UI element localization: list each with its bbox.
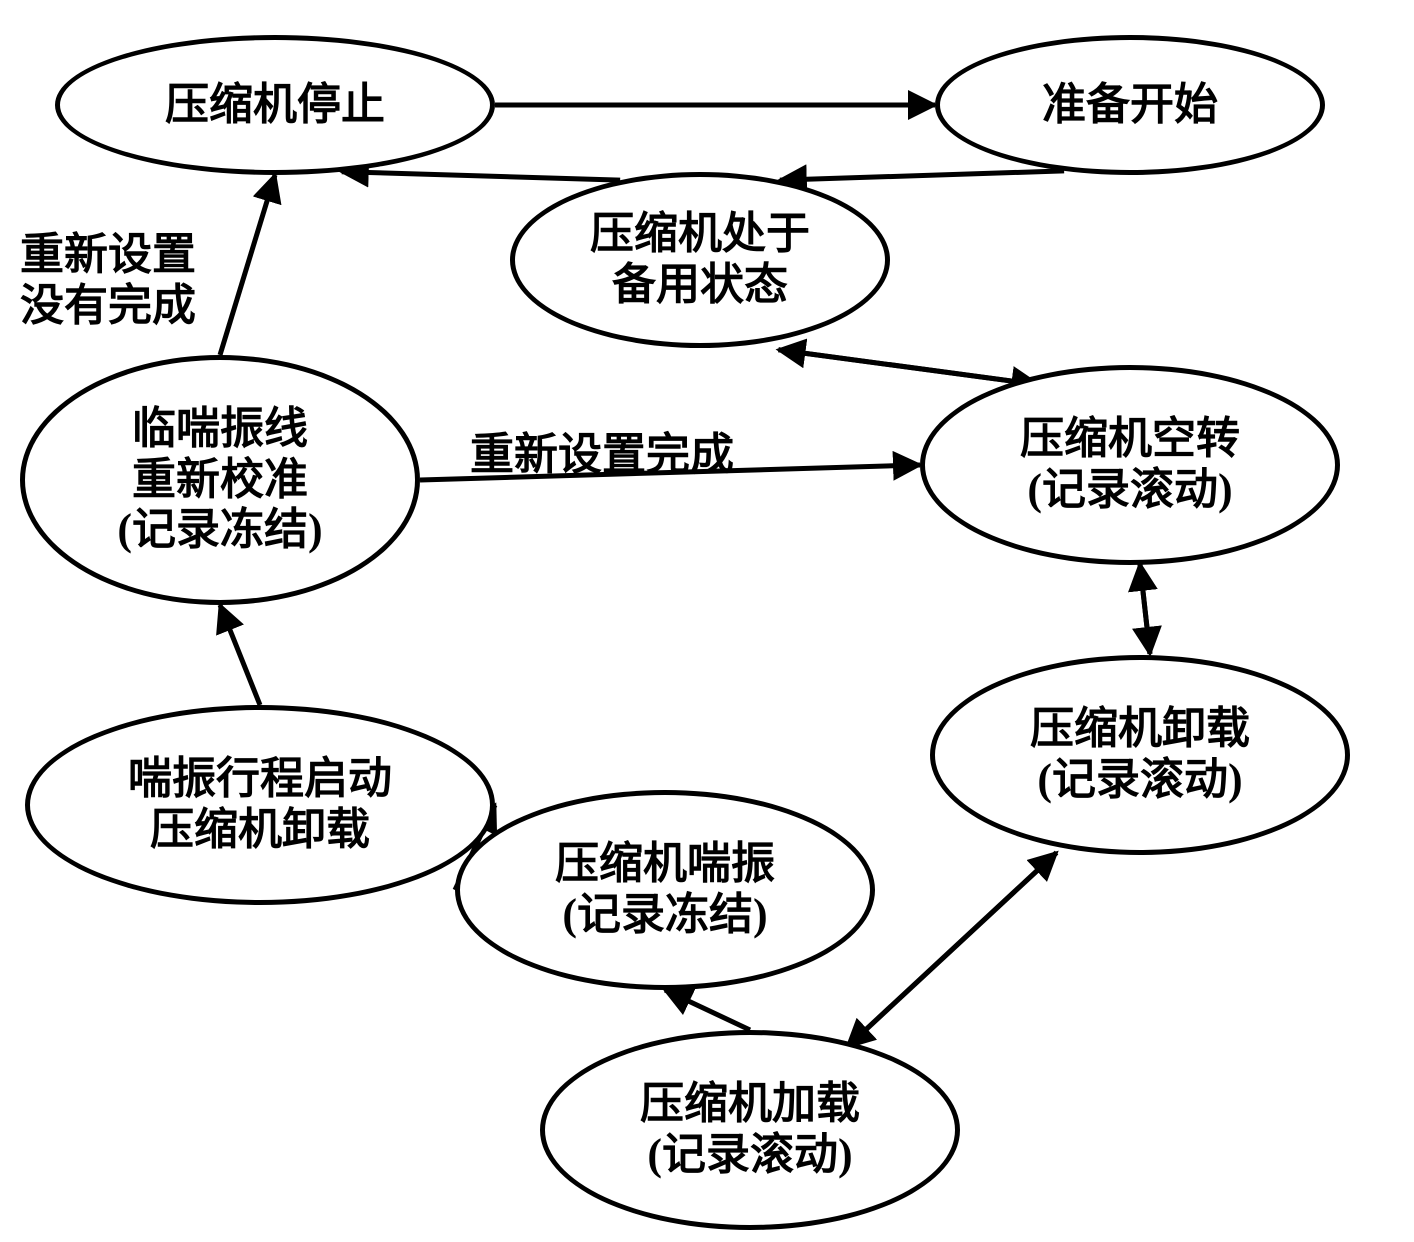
node-surge: 压缩机喘振(记录冻结) — [455, 790, 875, 990]
node-recal: 临喘振线重新校准(记录冻结) — [20, 355, 420, 605]
node-idle: 压缩机空转(记录滚动) — [920, 365, 1340, 565]
node-label: 压缩机加载(记录滚动) — [640, 1079, 860, 1180]
node-label: 压缩机卸载(记录滚动) — [1030, 704, 1250, 805]
node-label: 喘振行程启动压缩机卸载 — [128, 754, 392, 855]
edge — [665, 990, 750, 1030]
edge — [342, 172, 620, 180]
edge-label-reset-done: 重新设置完成 — [470, 430, 734, 481]
diagram-canvas: 压缩机停止 准备开始 压缩机处于备用状态 临喘振线重新校准(记录冻结) 压缩机空… — [0, 0, 1414, 1242]
edge — [779, 350, 1039, 385]
node-label: 压缩机处于备用状态 — [590, 209, 810, 310]
edge — [1140, 564, 1150, 654]
node-standby: 压缩机处于备用状态 — [510, 172, 890, 348]
node-label: 压缩机喘振(记录冻结) — [555, 839, 775, 940]
node-load: 压缩机加载(记录滚动) — [540, 1030, 960, 1230]
edge — [779, 350, 1039, 385]
node-label: 准备开始 — [1042, 80, 1218, 131]
edge — [220, 605, 260, 705]
node-unload: 压缩机卸载(记录滚动) — [930, 655, 1350, 855]
node-label: 压缩机空转(记录滚动) — [1020, 414, 1240, 515]
edge — [780, 171, 1064, 180]
node-ready: 准备开始 — [935, 35, 1325, 175]
node-label: 压缩机停止 — [165, 80, 385, 131]
edge — [220, 175, 275, 355]
edge — [1140, 564, 1150, 654]
edge — [847, 853, 1056, 1047]
node-stop: 压缩机停止 — [55, 35, 495, 175]
edge — [847, 853, 1056, 1047]
node-label: 临喘振线重新校准(记录冻结) — [117, 404, 322, 556]
node-surge-trip: 喘振行程启动压缩机卸载 — [25, 705, 495, 905]
edge-label-reset-not-done: 重新设置没有完成 — [20, 230, 196, 331]
